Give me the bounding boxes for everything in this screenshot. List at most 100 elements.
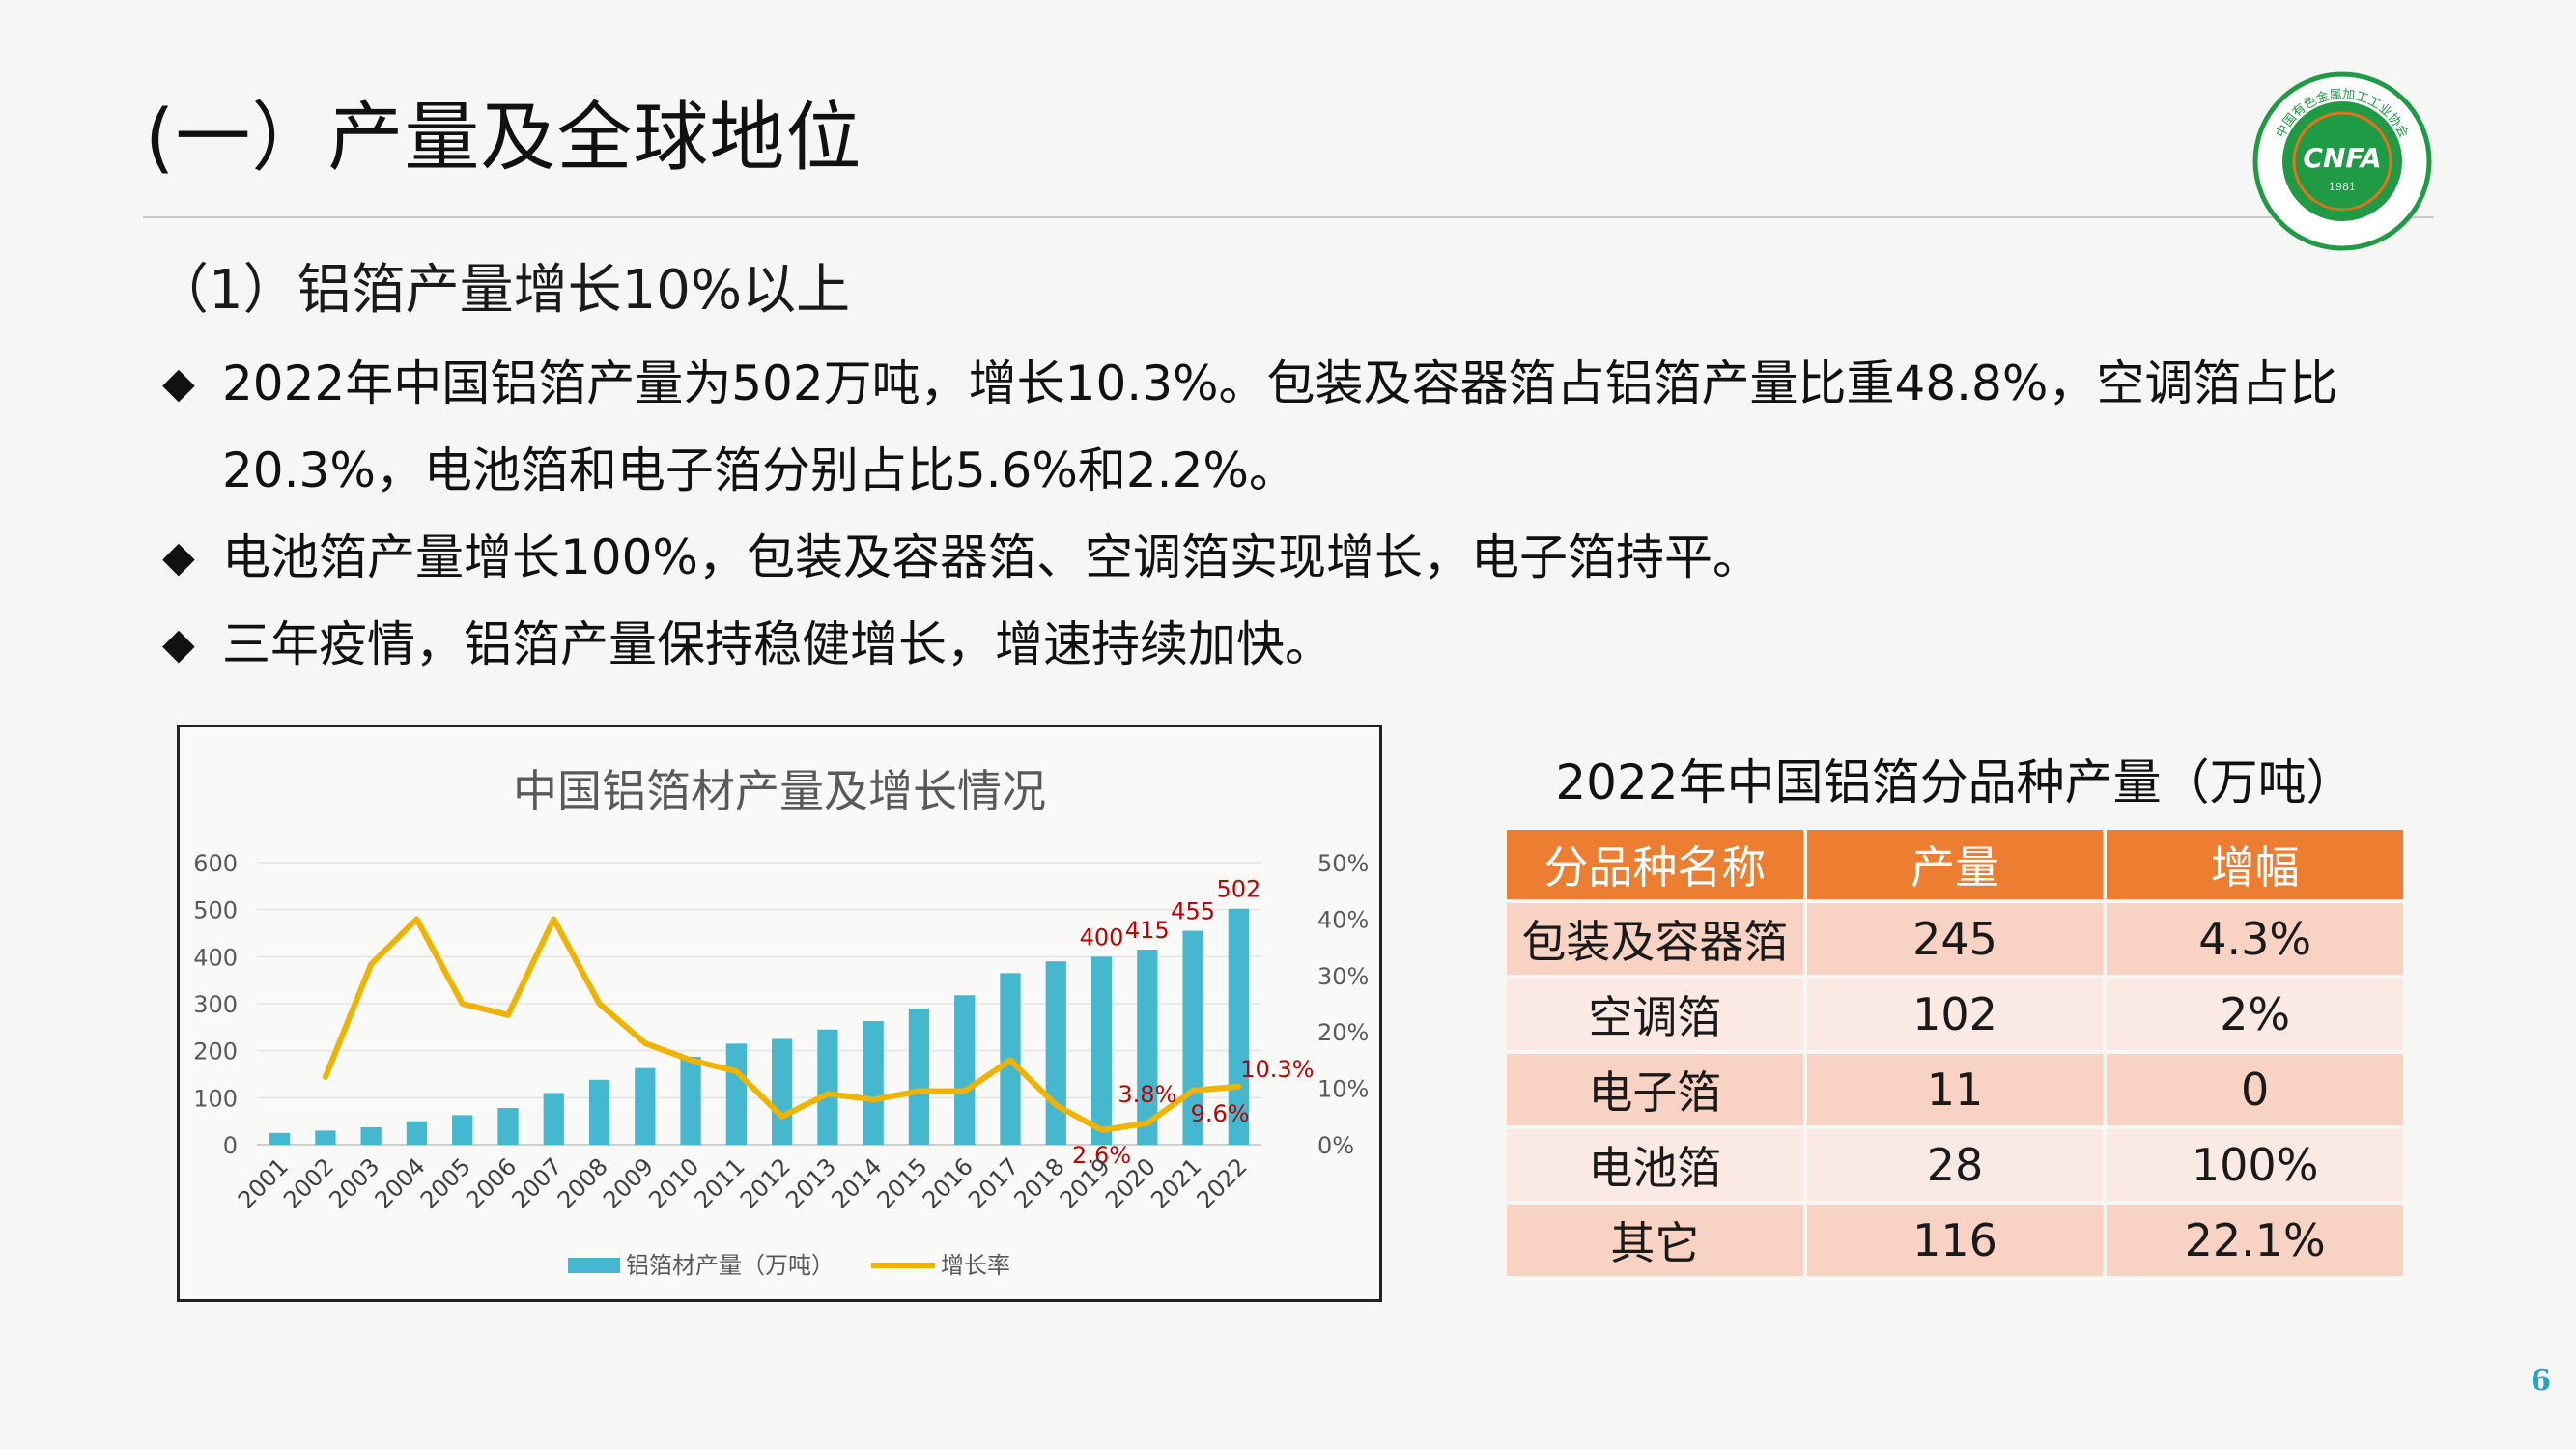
x-axis-tick-label: 2015	[872, 1152, 933, 1213]
production-bar	[315, 1130, 336, 1145]
left-axis-tick-label: 200	[193, 1038, 238, 1065]
x-axis-tick-label: 2010	[643, 1152, 704, 1213]
x-axis-tick-label: 2005	[415, 1152, 476, 1213]
production-bar	[543, 1093, 564, 1145]
x-axis-tick-label: 2002	[278, 1152, 339, 1213]
production-bar	[406, 1121, 428, 1145]
x-axis-tick-label: 2011	[690, 1152, 750, 1213]
bullet-text: 电池箔产量增长100%，包装及容器箔、空调箔实现增长，电子箔持平。	[222, 529, 1761, 585]
title-divider	[143, 216, 2434, 218]
table-row: 其它 116 22.1%	[1507, 1205, 2403, 1276]
production-bar	[1090, 956, 1113, 1145]
table-title: 2022年中国铝箔分品种产量（万吨）	[1555, 754, 2355, 810]
cell-variety: 电子箔	[1507, 1054, 1803, 1125]
cell-variety: 其它	[1507, 1205, 1803, 1276]
chart-title: 中国铝箔材产量及增长情况	[513, 765, 1046, 817]
left-axis-tick-label: 400	[193, 944, 238, 971]
left-axis: 0 100 200 300 400 500 600	[193, 850, 238, 1159]
x-axis-tick-label: 2003	[324, 1152, 384, 1213]
table-row: 包装及容器箔 245 4.3%	[1507, 903, 2403, 975]
left-axis-tick-label: 600	[193, 850, 238, 877]
x-axis-tick-label: 2004	[370, 1152, 431, 1213]
left-axis-tick-label: 500	[193, 897, 238, 924]
bar-data-label: 415	[1125, 917, 1170, 944]
cell-production: 102	[1806, 979, 2104, 1050]
cell-production: 245	[1806, 903, 2104, 975]
production-bar	[908, 1008, 930, 1145]
cell-production: 11	[1806, 1054, 2104, 1125]
page-number: 6	[2531, 1364, 2551, 1398]
bar-data-label: 455	[1171, 898, 1215, 925]
right-axis-tick-label: 40%	[1317, 906, 1369, 933]
right-axis-tick-label: 20%	[1317, 1019, 1369, 1046]
x-axis-tick-label: 2007	[507, 1152, 568, 1213]
right-axis-tick-label: 50%	[1317, 850, 1369, 877]
x-axis-tick-label: 2014	[826, 1152, 887, 1213]
line-data-label: 2.6%	[1072, 1142, 1131, 1169]
table-header-row: 分品种名称 产量 增幅	[1507, 830, 2403, 899]
logo-outer-ring	[2252, 71, 2432, 251]
header-variety: 分品种名称	[1507, 830, 1803, 899]
cell-variety: 电池箔	[1507, 1129, 1803, 1201]
section-subtitle: （1）铝箔产量增长10%以上	[155, 259, 851, 322]
diamond-bullet-icon: ◆	[162, 532, 195, 582]
cell-production: 116	[1806, 1205, 2104, 1276]
table-row: 空调箔 102 2%	[1507, 979, 2403, 1050]
cell-variety: 包装及容器箔	[1507, 903, 1803, 975]
left-axis-tick-label: 300	[193, 991, 238, 1018]
x-axis-tick-label: 2001	[233, 1152, 294, 1213]
cell-growth: 4.3%	[2107, 903, 2403, 975]
production-chart-svg: 中国铝箔材产量及增长情况 0 100 200 300 400 500 600 0% 10% 20…	[193, 765, 1369, 1279]
logo-monogram: CNFA	[2303, 142, 2381, 174]
production-chart: 中国铝箔材产量及增长情况 0 100 200 300 400 500 600 0% 10% 20…	[177, 724, 1382, 1302]
left-axis-tick-label: 0	[223, 1132, 238, 1159]
diamond-bullet-icon: ◆	[162, 619, 195, 668]
cell-growth: 0	[2107, 1054, 2403, 1125]
logo-orange-ring	[2292, 111, 2392, 212]
bullet-text: 2022年中国铝箔产量为502万吨，增长10.3%。包装及容器箔占铝箔产量比重4…	[222, 355, 2338, 498]
cell-production: 28	[1806, 1129, 2104, 1201]
production-bar	[1137, 950, 1158, 1145]
x-axis-tick-label: 2008	[552, 1152, 613, 1213]
logo-year: 1981	[2329, 181, 2356, 193]
x-axis-tick-label: 2016	[918, 1152, 978, 1213]
table-row: 电子箔 11 0	[1507, 1054, 2403, 1125]
slide-title: (一）产量及全球地位	[145, 95, 863, 182]
cell-growth: 2%	[2107, 979, 2403, 1050]
table-row: 电池箔 28 100%	[1507, 1129, 2403, 1201]
variety-production-table: 分品种名称 产量 增幅 包装及容器箔 245 4.3% 空调箔 102 2% 电…	[1503, 826, 2407, 1280]
cell-growth: 22.1%	[2107, 1205, 2403, 1276]
cell-growth: 100%	[2107, 1129, 2403, 1201]
cnfa-logo: 中国有色金属加工工业协会 China Nonferrous Metals Fab…	[2250, 70, 2432, 251]
right-axis: 0% 10% 20% 30% 40% 50%	[1317, 850, 1369, 1159]
line-data-label: 9.6%	[1191, 1100, 1250, 1127]
production-bar	[863, 1021, 884, 1145]
right-axis-tick-label: 10%	[1317, 1076, 1369, 1103]
bullet-list: ◆ 2022年中国铝箔产量为502万吨，增长10.3%。包装及容器箔占铝箔产量比…	[162, 340, 2422, 688]
line-data-label: 3.8%	[1118, 1081, 1176, 1108]
production-bar	[452, 1115, 473, 1145]
x-axis-tick-label: 2013	[780, 1152, 841, 1213]
x-axis-tick-label: 2021	[1146, 1152, 1206, 1213]
production-bar	[360, 1126, 382, 1145]
production-bar	[497, 1108, 519, 1145]
line-data-label: 10.3%	[1240, 1056, 1314, 1083]
diamond-bullet-icon: ◆	[162, 358, 195, 408]
bar-data-label: 400	[1080, 923, 1124, 951]
production-bar	[269, 1132, 291, 1145]
logo-inner-disc	[2282, 101, 2402, 221]
bar-series	[269, 908, 1249, 1145]
legend-bar-label: 铝箔材产量（万吨）	[626, 1252, 835, 1279]
production-bar	[635, 1067, 656, 1145]
legend-bar-swatch	[568, 1258, 620, 1273]
production-bar	[954, 995, 976, 1145]
bullet-item: ◆ 电池箔产量增长100%，包装及容器箔、空调箔实现增长，电子箔持平。	[162, 514, 2422, 601]
bullet-item: ◆ 三年疫情，铝箔产量保持稳健增长，增速持续加快。	[162, 601, 2422, 688]
x-axis-tick-label: 2006	[461, 1152, 522, 1213]
x-axis-tick-label: 2017	[963, 1152, 1024, 1213]
production-bar	[1045, 961, 1066, 1145]
production-bar	[725, 1043, 747, 1145]
x-axis: 2001200220032004200520062007200820092010…	[233, 1152, 1253, 1213]
left-axis-tick-label: 100	[193, 1085, 238, 1112]
growth-rate-line	[322, 916, 1242, 1133]
